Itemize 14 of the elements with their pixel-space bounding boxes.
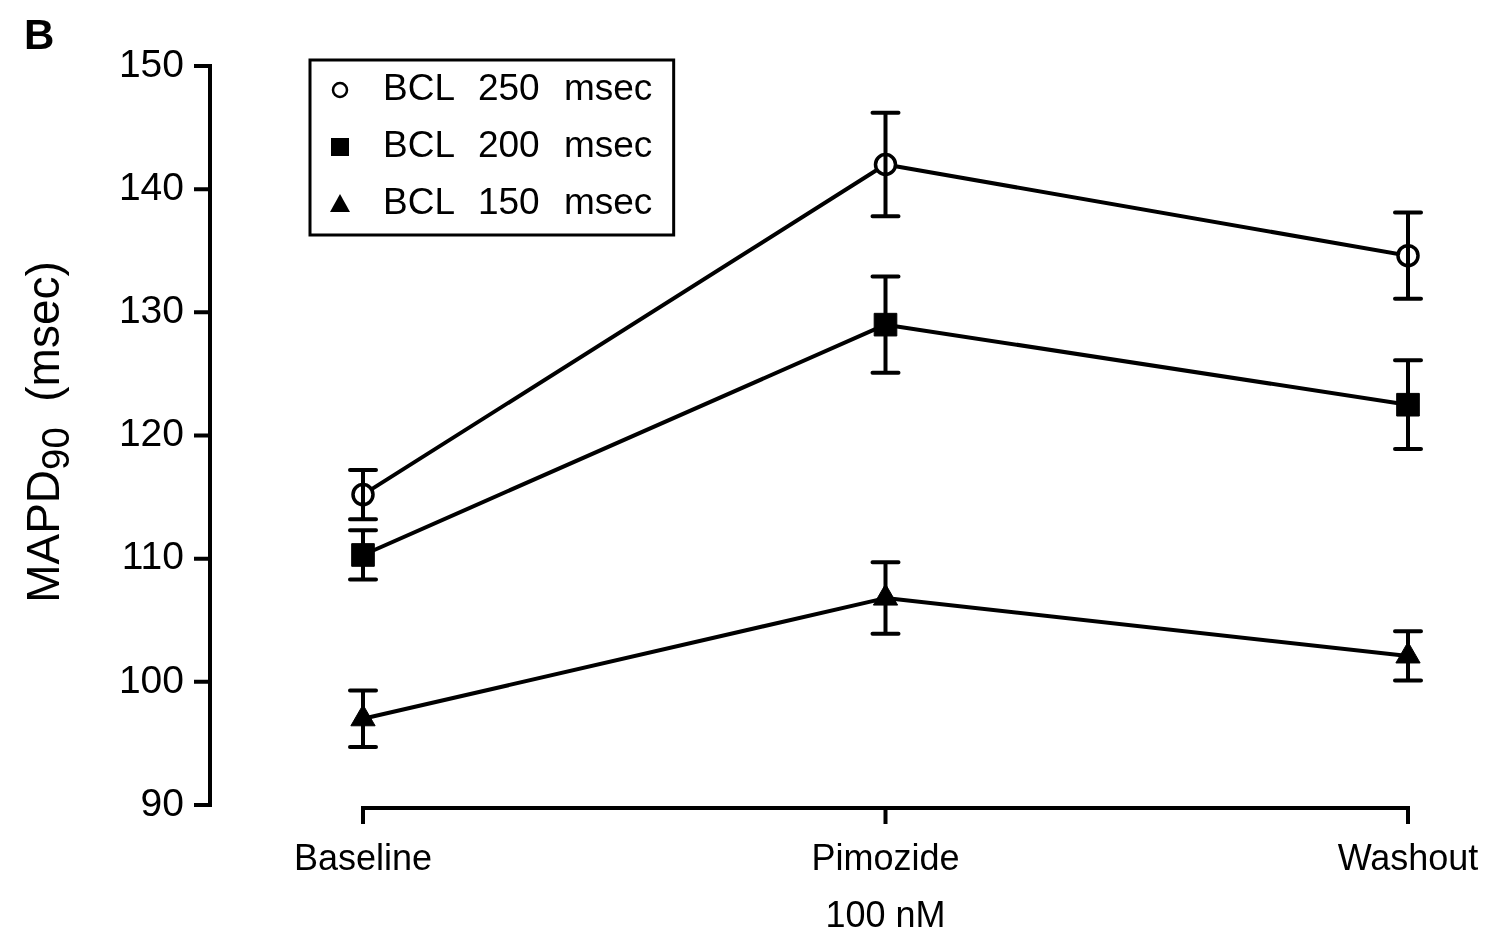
y-tick-label: 100 bbox=[118, 657, 184, 701]
text: B bbox=[24, 11, 55, 58]
y-tick-label: 140 bbox=[118, 164, 184, 208]
x-tick-label: Pimozide 100 nM bbox=[811, 836, 960, 936]
x-tick-label: Baseline bbox=[293, 836, 433, 878]
y-tick-label: 130 bbox=[118, 288, 184, 332]
legend-label: BCL 250 msec bbox=[383, 67, 653, 109]
legend-label: BCL 150 msec bbox=[383, 181, 653, 223]
x-tick-label: Washout bbox=[1337, 836, 1479, 878]
y-tick-label: 90 bbox=[140, 780, 184, 824]
y-tick-label: 120 bbox=[118, 411, 184, 455]
y-tick-label: 150 bbox=[118, 41, 184, 85]
y-tick-label: 110 bbox=[121, 534, 184, 578]
legend-label: BCL 200 msec bbox=[383, 124, 653, 166]
